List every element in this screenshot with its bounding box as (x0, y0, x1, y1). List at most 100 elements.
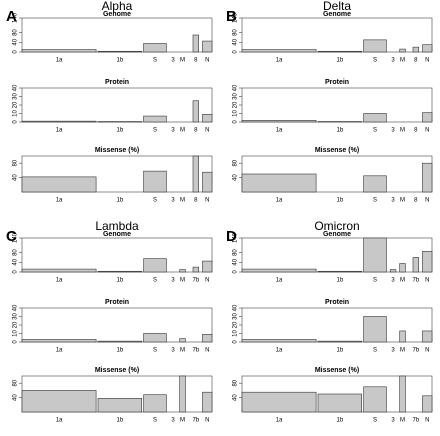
x-tick-label: 8 (414, 198, 418, 204)
variant-title: Alpha (102, 0, 133, 13)
x-tick-label: 3 (391, 418, 395, 424)
bar (202, 260, 213, 273)
bar (422, 162, 433, 193)
subplot-title: Genome (323, 11, 351, 18)
y-tick-label: 0 (233, 120, 239, 124)
bar (179, 375, 186, 413)
bar (202, 114, 213, 123)
y-tick-label: 40 (13, 38, 19, 45)
bar (192, 266, 199, 273)
subplot-title: Missense (%) (315, 367, 359, 374)
y-tick-label: 0 (233, 50, 239, 54)
y-tick-label: 40 (233, 258, 239, 265)
bar (202, 40, 213, 53)
x-tick-label: 1b (117, 278, 124, 284)
bar (202, 334, 213, 343)
bar (363, 175, 387, 193)
variant-title: Lambda (95, 219, 139, 233)
x-tick-label: 1a (276, 278, 283, 284)
subplot-title: Genome (103, 11, 131, 18)
bar (192, 155, 199, 193)
x-tick-label: S (373, 418, 377, 424)
plot-frame (241, 87, 433, 123)
bar (422, 112, 433, 123)
x-tick-label: N (425, 348, 429, 354)
bar (143, 43, 167, 53)
subplot-title: Genome (323, 231, 351, 238)
bar (399, 375, 406, 413)
x-tick-label: 3 (171, 58, 175, 64)
x-tick-label: M (400, 128, 405, 134)
y-tick-label: 80 (13, 249, 19, 256)
x-tick-label: M (180, 128, 185, 134)
x-tick-label: 7b (413, 348, 420, 354)
x-tick-label: 3 (391, 348, 395, 354)
subplot-title: Genome (103, 231, 131, 238)
bar (317, 270, 363, 273)
bar (389, 269, 397, 273)
x-tick-label: 1a (276, 128, 283, 134)
y-tick-label: 40 (233, 394, 239, 401)
y-tick-label: 0 (13, 120, 19, 124)
y-tick-label: 0 (13, 270, 19, 274)
x-tick-label: 1b (117, 198, 124, 204)
y-tick-label: 40 (13, 258, 19, 265)
plot-frame (21, 307, 213, 343)
y-tick-label: 80 (13, 29, 19, 36)
bar (143, 394, 167, 413)
bar (21, 176, 97, 193)
x-tick-label: N (425, 128, 429, 134)
bar (179, 269, 186, 273)
bar (399, 330, 406, 343)
bar (317, 50, 363, 53)
x-tick-label: 1b (117, 348, 124, 354)
x-tick-label: S (153, 418, 157, 424)
y-tick-label: 40 (13, 394, 19, 401)
bar (143, 170, 167, 193)
x-tick-label: 1b (117, 418, 124, 424)
y-tick-label: 30 (233, 313, 239, 320)
x-tick-label: S (153, 198, 157, 204)
y-tick-label: 80 (233, 379, 239, 386)
bar (202, 391, 213, 413)
x-tick-label: N (205, 278, 209, 284)
y-tick-label: 80 (13, 379, 19, 386)
bar (399, 48, 406, 53)
bar (202, 171, 213, 193)
x-tick-label: 3 (171, 348, 175, 354)
y-tick-label: 40 (233, 174, 239, 181)
subplot-title: Missense (%) (315, 147, 359, 154)
bar (422, 395, 433, 413)
y-tick-label: 40 (233, 38, 239, 45)
x-tick-label: 1a (56, 278, 63, 284)
subplot-title: Protein (325, 79, 349, 86)
x-tick-label: M (180, 198, 185, 204)
x-tick-label: 7b (413, 418, 420, 424)
x-tick-label: 8 (414, 58, 418, 64)
x-tick-label: N (205, 128, 209, 134)
x-tick-label: S (373, 198, 377, 204)
bar (241, 268, 317, 273)
bar (363, 386, 387, 413)
bar (317, 340, 363, 343)
y-tick-label: 30 (233, 93, 239, 100)
y-tick-label: 20 (233, 101, 239, 108)
bar (179, 338, 186, 343)
plot-frame (241, 17, 433, 53)
bar (241, 120, 317, 123)
bar (363, 316, 387, 343)
panel-letter: C (6, 228, 17, 245)
y-tick-label: 80 (233, 159, 239, 166)
y-tick-label: 40 (233, 304, 239, 311)
panel-letter: A (6, 8, 17, 25)
bar (143, 258, 167, 273)
x-tick-label: 3 (391, 128, 395, 134)
bar (422, 251, 433, 273)
x-tick-label: N (205, 348, 209, 354)
subplot-title: Missense (%) (95, 147, 139, 154)
y-tick-label: 20 (13, 101, 19, 108)
y-tick-label: 30 (13, 313, 19, 320)
x-tick-label: N (205, 58, 209, 64)
y-tick-label: 140 (13, 232, 19, 243)
